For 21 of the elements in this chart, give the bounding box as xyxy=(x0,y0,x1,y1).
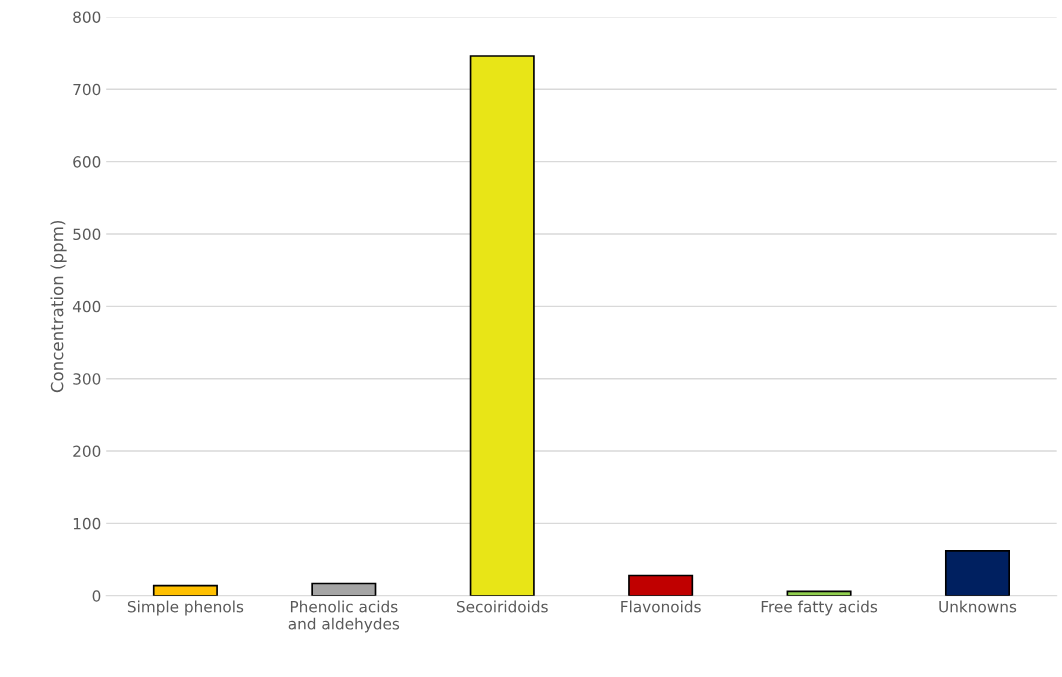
y-tick-label: 200 xyxy=(73,445,101,458)
y-tick-label: 800 xyxy=(73,11,101,23)
y-tick-label: 400 xyxy=(72,300,101,313)
y-tick-label: 700 xyxy=(73,83,101,96)
bar xyxy=(944,550,1011,596)
y-axis-title: Concentration (ppm) xyxy=(50,220,67,393)
x-tick-label: Flavonoids xyxy=(621,600,701,613)
y-tick-label: 500 xyxy=(73,228,101,241)
bar xyxy=(311,582,377,596)
x-tick-label: Simple phenols xyxy=(127,600,244,616)
bar xyxy=(152,584,218,596)
y-tick-label: 300 xyxy=(73,373,101,385)
x-tick-label: Secoiridoids xyxy=(456,600,548,613)
bar xyxy=(628,574,694,596)
x-tick-label: Unknowns xyxy=(939,600,1017,613)
x-tick-label: Phenolic acids and aldehydes xyxy=(288,600,400,633)
bar xyxy=(469,55,535,596)
y-tick-label: 600 xyxy=(73,156,101,168)
y-tick-label: 0 xyxy=(92,590,101,602)
x-tick-label: Free fatty acids xyxy=(761,600,878,616)
y-tick-label: 100 xyxy=(73,517,101,530)
